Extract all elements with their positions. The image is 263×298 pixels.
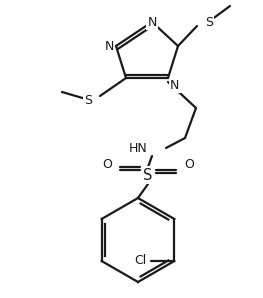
Text: S: S [143,167,153,182]
Text: O: O [184,159,194,172]
Text: S: S [84,94,92,106]
Text: N: N [105,40,114,52]
Text: HN: HN [129,142,148,154]
Text: S: S [205,15,213,29]
Text: N: N [147,15,157,29]
Text: N: N [170,79,179,92]
Text: Cl: Cl [134,254,146,268]
Text: O: O [102,159,112,172]
